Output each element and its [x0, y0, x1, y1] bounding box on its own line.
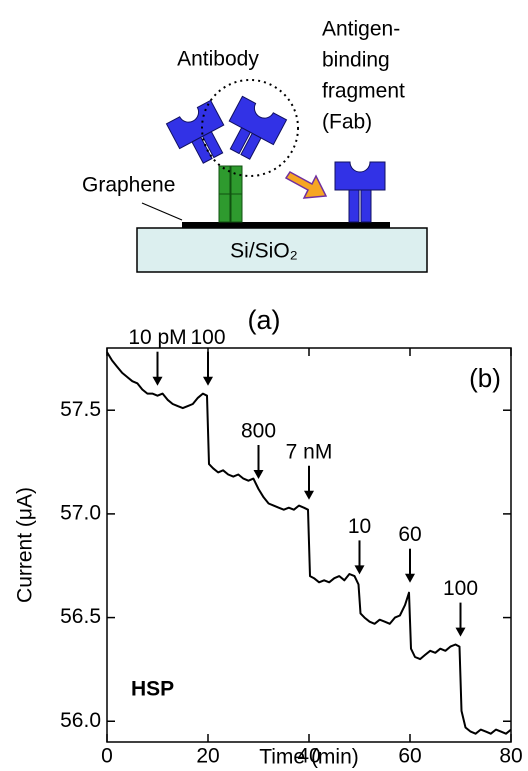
- annotation-arrowhead: [253, 470, 264, 480]
- antibody-arm: [228, 95, 288, 160]
- fab: [334, 161, 386, 223]
- x-tick-label: 80: [499, 745, 522, 768]
- graphene-label: Graphene: [82, 174, 175, 197]
- inset-label: HSP: [131, 678, 174, 701]
- graphene-layer: [182, 222, 390, 228]
- y-tick-label: 57.5: [60, 398, 101, 421]
- fab-label: binding: [322, 49, 390, 72]
- x-tick-label: 20: [196, 745, 219, 768]
- substrate: [136, 227, 428, 273]
- x-tick-label: 0: [101, 745, 113, 768]
- fab-label: fragment: [322, 80, 405, 103]
- panel-label: (b): [469, 363, 501, 393]
- annotation-label: 60: [398, 523, 421, 546]
- x-tick-label: 60: [398, 745, 421, 768]
- stem: [218, 193, 231, 223]
- annotation-label: 100: [443, 577, 478, 600]
- pointer: [141, 202, 183, 221]
- y-tick-label: 56.0: [60, 709, 101, 732]
- annotation-label: 7 nM: [286, 440, 333, 463]
- stem: [218, 165, 231, 195]
- y-tick-label: 57.0: [60, 501, 101, 524]
- fab-label: (Fab): [322, 111, 372, 134]
- y-axis-label: Current (μA): [14, 487, 37, 603]
- antibody-label: Antibody: [177, 48, 259, 71]
- annotation-arrowhead: [405, 573, 415, 583]
- substrate-label: Si/SiO₂: [230, 240, 298, 263]
- x-axis-label: Time (min): [259, 746, 359, 769]
- chart: (b) HSP Time (min) Current (μA) 0 20 40 60 8…: [14, 326, 523, 768]
- annotation-arrowhead: [203, 376, 213, 386]
- fab-label: Antigen-: [322, 18, 400, 41]
- antibody-arm: [165, 99, 225, 164]
- annotation-arrowhead: [304, 490, 314, 500]
- annotation-arrowhead: [455, 627, 466, 637]
- annotation-label: 10 pM: [128, 326, 186, 349]
- annotation-label: 10: [348, 515, 371, 538]
- stem: [230, 193, 243, 223]
- x-tick-label: 40: [297, 745, 320, 768]
- annotation-arrowhead: [354, 565, 365, 575]
- annotation-label: 100: [190, 326, 225, 349]
- y-tick-label: 56.5: [60, 605, 101, 628]
- panel-label: (a): [248, 305, 281, 335]
- arrow: [284, 171, 328, 199]
- annotation-arrowhead: [152, 376, 163, 386]
- current-trace: [106, 351, 512, 735]
- dotted-circle: [201, 79, 299, 177]
- stem: [230, 165, 243, 195]
- annotation-label: 800: [241, 420, 276, 443]
- diagram: Antibody Antigen- binding fragment (Fab)…: [82, 18, 428, 335]
